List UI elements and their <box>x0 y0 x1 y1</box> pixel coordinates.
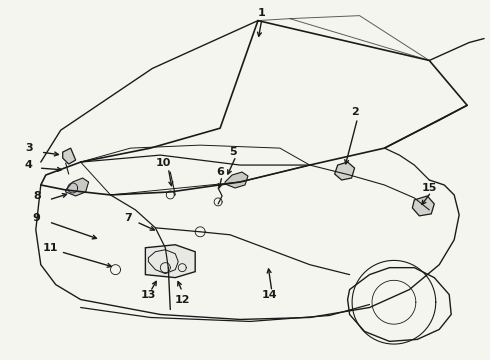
Polygon shape <box>63 148 75 164</box>
Text: 4: 4 <box>25 160 33 170</box>
Text: 9: 9 <box>33 213 41 223</box>
Text: 3: 3 <box>25 143 33 153</box>
Text: 7: 7 <box>124 213 132 223</box>
Text: 2: 2 <box>351 107 359 117</box>
Text: 14: 14 <box>262 289 278 300</box>
Text: 12: 12 <box>174 294 190 305</box>
Polygon shape <box>225 172 248 188</box>
Polygon shape <box>66 178 89 196</box>
Text: 5: 5 <box>229 147 237 157</box>
Polygon shape <box>413 196 434 216</box>
Text: 6: 6 <box>216 167 224 177</box>
Text: 13: 13 <box>141 289 156 300</box>
Polygon shape <box>335 162 355 180</box>
Text: 11: 11 <box>43 243 58 253</box>
Text: 8: 8 <box>33 191 41 201</box>
Text: 10: 10 <box>156 158 171 168</box>
Text: 15: 15 <box>421 183 437 193</box>
Polygon shape <box>146 245 195 278</box>
Text: 1: 1 <box>258 8 266 18</box>
